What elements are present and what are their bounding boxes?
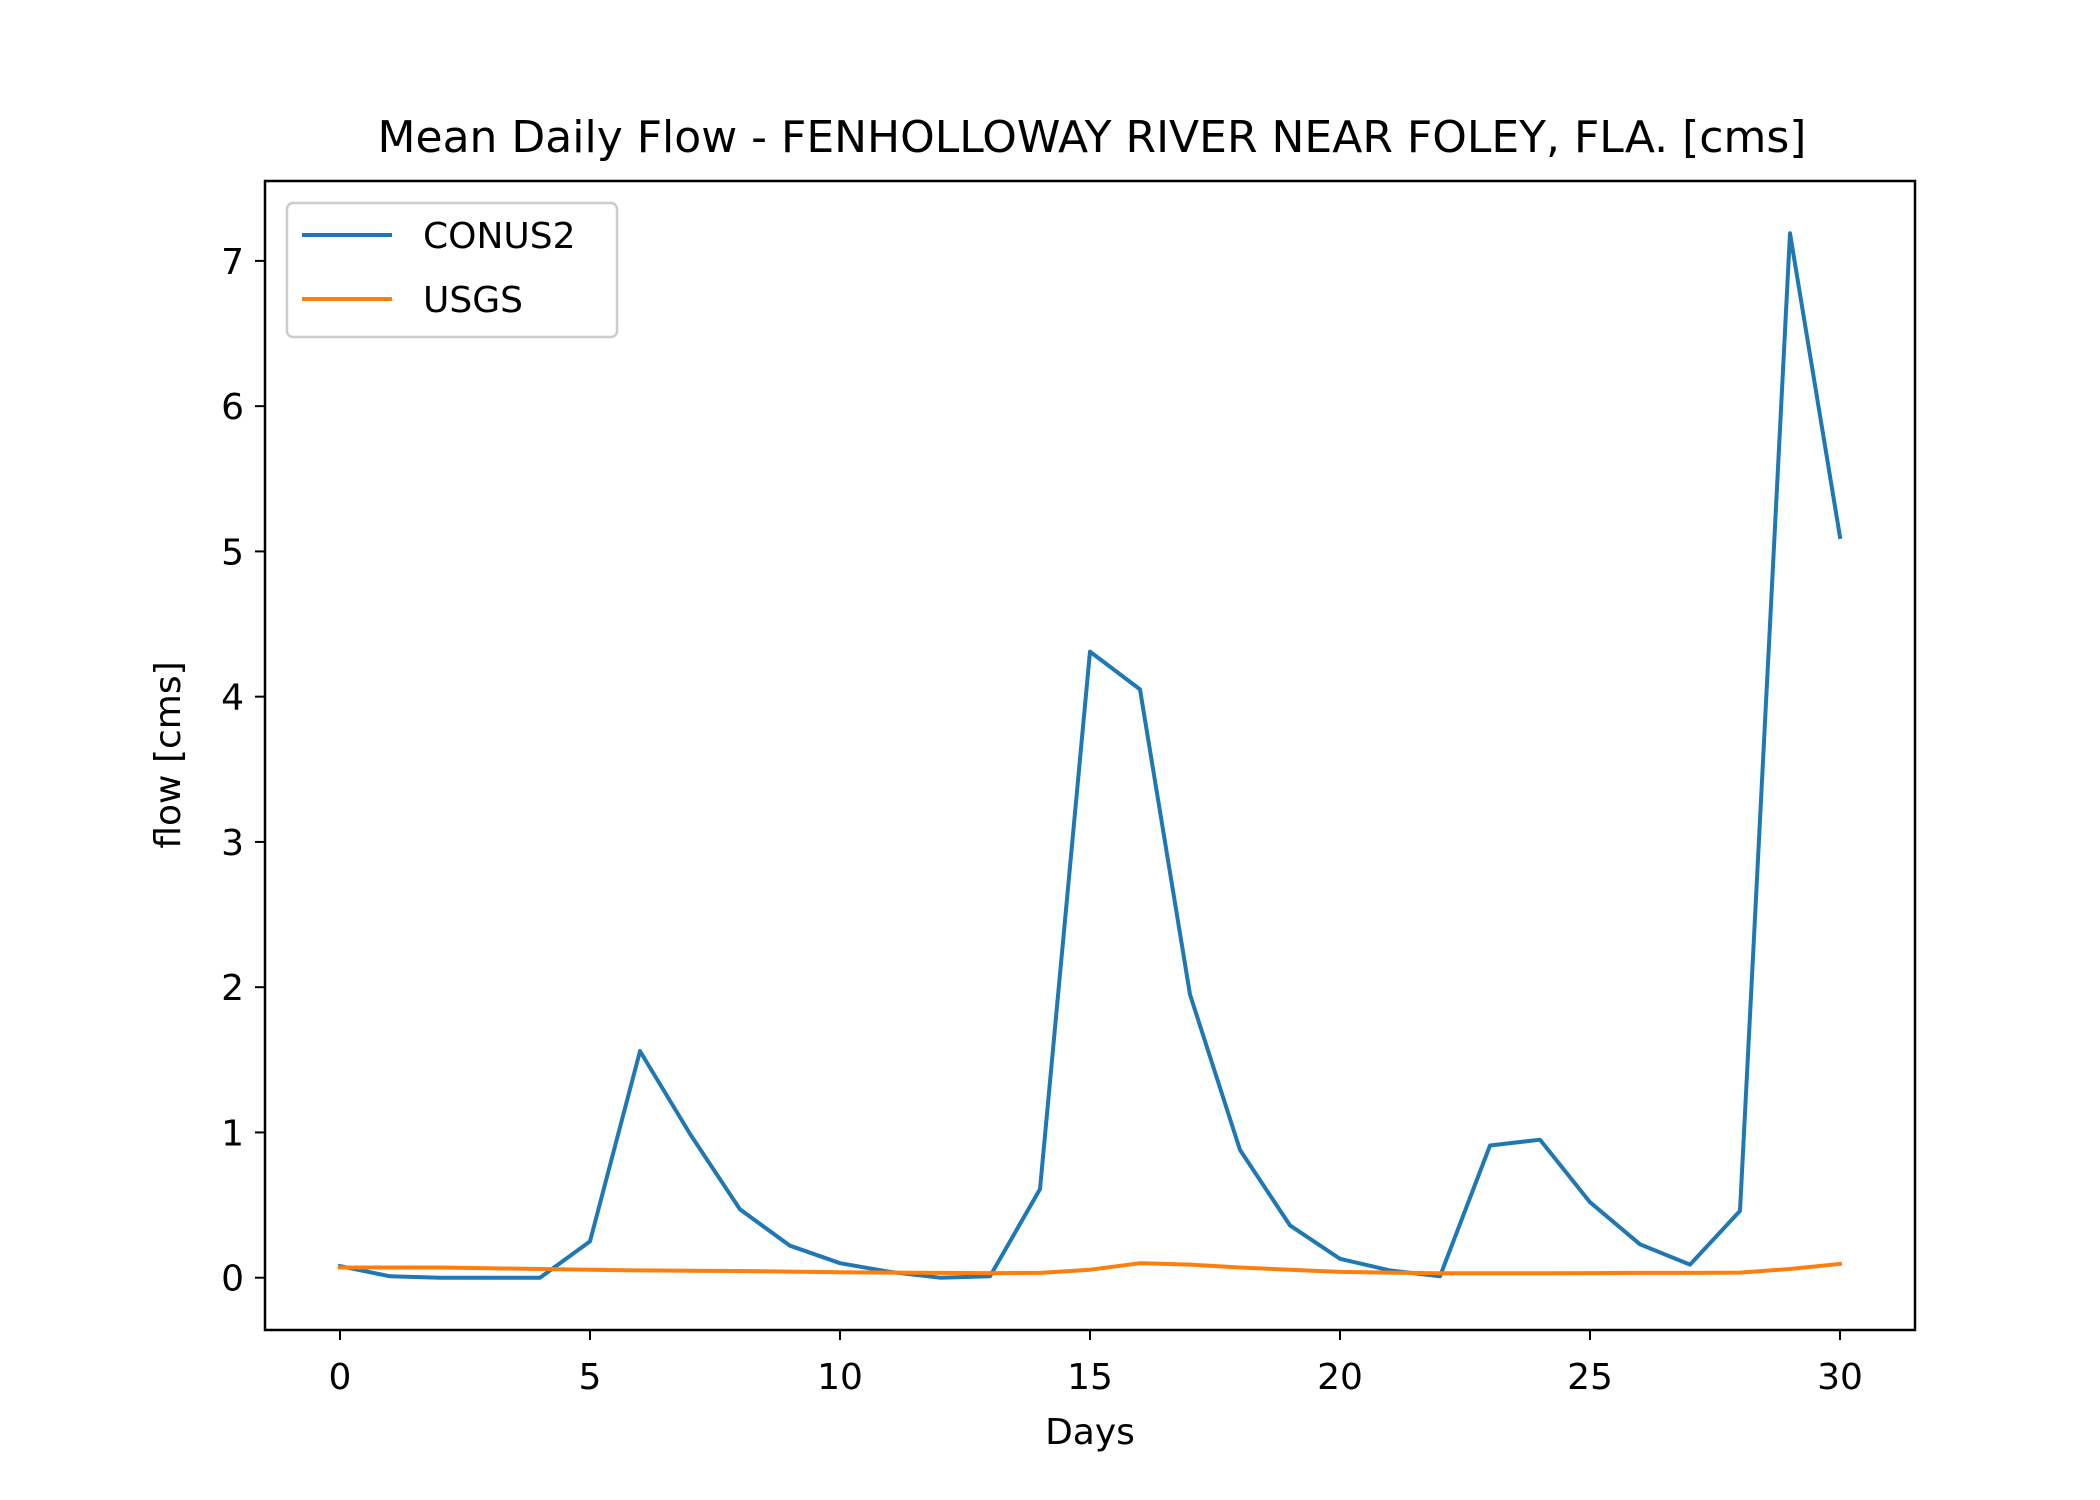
y-tick-label: 0 [221,1259,244,1300]
legend-label-usgs: USGS [423,280,523,321]
x-tick-label: 20 [1317,1357,1363,1398]
x-tick-label: 30 [1817,1357,1863,1398]
legend-label-conus2: CONUS2 [423,216,576,257]
chart-title: Mean Daily Flow - FENHOLLOWAY RIVER NEAR… [378,112,1807,163]
y-tick-label: 3 [221,823,244,864]
y-axis: 0 1 2 3 4 5 6 7 [221,242,265,1300]
x-tick-label: 15 [1067,1357,1113,1398]
legend: CONUS2 USGS [285,201,619,339]
x-tick-label: 0 [329,1357,352,1398]
y-tick-label: 7 [221,242,244,283]
y-tick-label: 6 [221,387,244,428]
x-axis: 0 5 10 15 20 25 30 [329,1330,1863,1398]
y-tick-label: 2 [221,968,244,1009]
y-tick-label: 4 [221,678,244,719]
x-axis-label: Days [1045,1412,1135,1453]
legend-entries: CONUS2 USGS [302,216,576,321]
series-line-usgs [338,1261,1843,1276]
x-tick-label: 10 [817,1357,863,1398]
y-tick-label: 1 [221,1113,244,1154]
series-line-conus2 [337,231,1843,1280]
plot-area [263,179,1917,1332]
x-tick-label: 5 [579,1357,602,1398]
y-tick-label: 5 [221,532,244,573]
x-tick-label: 25 [1567,1357,1613,1398]
y-axis-label: flow [cms] [148,661,189,848]
series-lines [337,231,1843,1280]
